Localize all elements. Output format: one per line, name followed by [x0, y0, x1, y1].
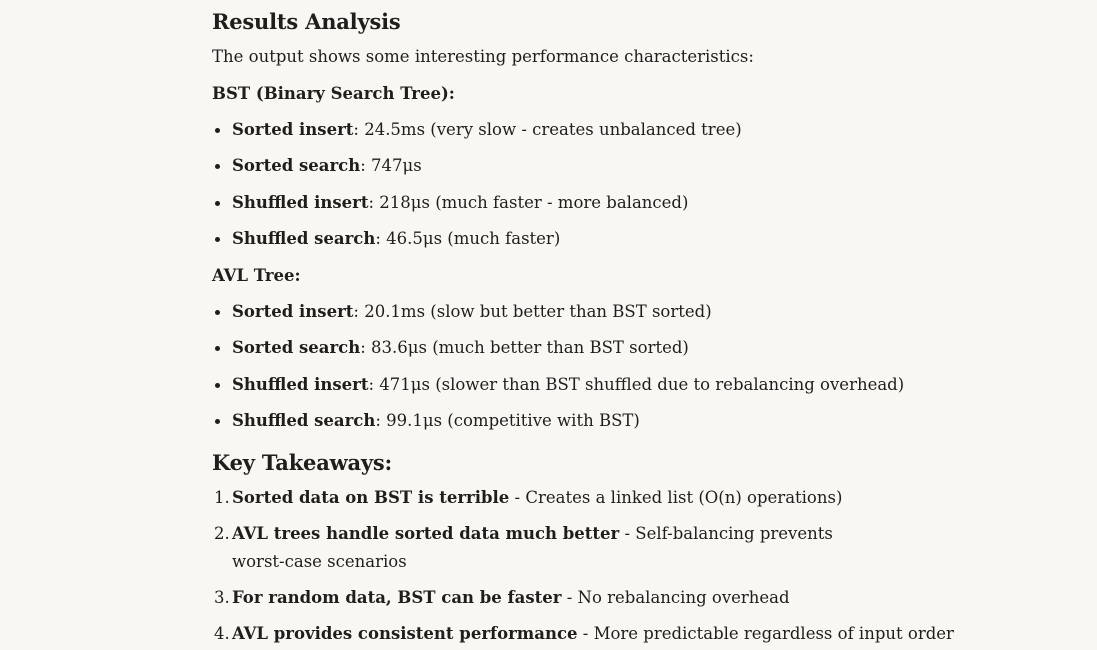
takeaways-list: 1. Sorted data on BST is terrible - Creat…: [212, 484, 954, 650]
item-label: Shuffled search: [232, 229, 376, 249]
list-item: Shuffled search: 46.5μs (much faster): [212, 225, 872, 261]
item-text: : 20.1ms (slow but better than BST sorte…: [353, 302, 712, 321]
item-label: Sorted search: [232, 156, 361, 176]
item-text: : 99.1μs (competitive with BST): [375, 411, 640, 431]
bst-results-list: Sorted insert: 24.5ms (very slow - creat…: [212, 116, 872, 262]
key-takeaways-heading: Key Takeaways:: [212, 450, 393, 475]
list-item: 4. AVL provides consistent performance - …: [212, 620, 954, 648]
item-text: - No rebalancing overhead: [561, 588, 790, 607]
item-text: - Creates a linked list (O(n) operations…: [509, 488, 843, 507]
item-text: : 747μs: [360, 156, 422, 176]
item-label: AVL provides consistent performance: [232, 624, 578, 643]
item-label: Sorted data on BST is terrible: [232, 488, 510, 507]
item-label: Shuffled insert: [232, 374, 369, 394]
item-text: - Self-balancing prevents worst-case sce…: [232, 524, 833, 571]
list-item: Sorted search: 747μs: [212, 152, 872, 188]
list-item: Sorted insert: 20.1ms (slow but better t…: [212, 298, 872, 334]
avl-results-list: Sorted insert: 20.1ms (slow but better t…: [212, 298, 904, 444]
item-text: : 218μs (much faster - more balanced): [368, 192, 689, 212]
item-text: : 83.6μs (much better than BST sorted): [360, 338, 689, 358]
item-text: - More predictable regardless of input o…: [577, 624, 954, 643]
list-item: Shuffled search: 99.1μs (competitive wit…: [212, 407, 872, 443]
item-number: 4.: [214, 624, 230, 643]
item-label: Shuffled search: [232, 411, 376, 431]
item-number: 3.: [214, 588, 230, 607]
list-item: 1. Sorted data on BST is terrible - Creat…: [212, 484, 872, 512]
intro-paragraph: The output shows some interesting perfor…: [212, 47, 754, 66]
item-label: Sorted insert: [232, 120, 354, 139]
item-label: Shuffled insert: [232, 192, 369, 212]
item-text: : 471μs (slower than BST shuffled due to…: [368, 374, 905, 394]
list-item: Sorted search: 83.6μs (much better than …: [212, 334, 872, 370]
item-number: 1.: [214, 488, 230, 507]
item-label: Sorted search: [232, 338, 361, 358]
item-label: AVL trees handle sorted data much better: [232, 524, 620, 543]
bst-subheading: BST (Binary Search Tree):: [212, 84, 455, 103]
list-item: 3. For random data, BST can be faster - N…: [212, 584, 872, 612]
list-item: Shuffled insert: 471μs (slower than BST …: [212, 371, 904, 407]
list-item: Shuffled insert: 218μs (much faster - mo…: [212, 189, 872, 225]
list-item: 2. AVL trees handle sorted data much bett…: [212, 520, 872, 576]
item-number: 2.: [214, 524, 230, 543]
item-text: : 24.5ms (very slow - creates unbalanced…: [353, 120, 742, 139]
item-text: : 46.5μs (much faster): [375, 229, 561, 249]
item-label: Sorted insert: [232, 302, 354, 321]
item-label: For random data, BST can be faster: [232, 588, 562, 607]
list-item: Sorted insert: 24.5ms (very slow - creat…: [212, 116, 872, 152]
results-analysis-heading: Results Analysis: [212, 9, 401, 34]
avl-subheading: AVL Tree:: [212, 266, 301, 285]
